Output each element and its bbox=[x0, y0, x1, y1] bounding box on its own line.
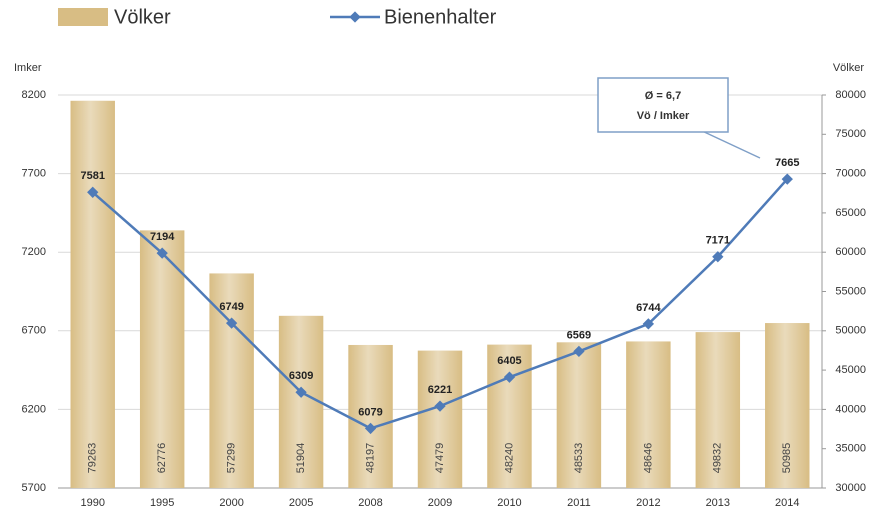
annotation-box bbox=[597, 77, 729, 133]
bar-shine bbox=[487, 344, 532, 488]
bar-value-label: 49832 bbox=[712, 443, 724, 474]
bar-shine bbox=[348, 344, 393, 488]
line-marker bbox=[573, 345, 585, 358]
bar-value-label: 57299 bbox=[226, 443, 238, 474]
y-tick-label: 7200 bbox=[22, 246, 46, 258]
y2-tick-label: 35000 bbox=[835, 443, 866, 455]
line-marker bbox=[364, 422, 377, 435]
bar-shine bbox=[695, 332, 741, 488]
bar-shine bbox=[139, 230, 185, 488]
line-value-label: 7194 bbox=[150, 231, 175, 243]
line-value-label: 6405 bbox=[497, 355, 521, 367]
x-tick-label: 2000 bbox=[219, 497, 243, 509]
line-value-label: 6569 bbox=[567, 329, 591, 341]
y-axis-label: Imker bbox=[14, 62, 42, 74]
line-marker bbox=[781, 173, 793, 185]
y-tick-label: 7700 bbox=[22, 168, 46, 180]
line-marker bbox=[503, 371, 516, 383]
y2-tick-label: 70000 bbox=[835, 168, 866, 180]
y2-tick-label: 40000 bbox=[835, 403, 866, 415]
line-value-label: 6744 bbox=[636, 302, 661, 314]
bar-shine bbox=[70, 100, 115, 489]
line-value-label: 7171 bbox=[706, 235, 730, 247]
legend-marker bbox=[349, 11, 361, 23]
bar-value-label: 62776 bbox=[156, 443, 168, 474]
x-tick-label: 1990 bbox=[80, 497, 104, 509]
bar-value-label: 51904 bbox=[295, 443, 307, 474]
bar-value-label: 47479 bbox=[434, 443, 446, 474]
y-tick-label: 6700 bbox=[22, 325, 46, 337]
x-tick-label: 2014 bbox=[775, 497, 799, 509]
legend-swatch bbox=[58, 8, 108, 26]
y2-tick-label: 50000 bbox=[835, 325, 866, 337]
y-tick-label: 8200 bbox=[22, 89, 46, 101]
y-tick-label: 5700 bbox=[22, 482, 46, 494]
x-tick-label: 2005 bbox=[289, 497, 313, 509]
line-value-label: 7665 bbox=[775, 157, 799, 169]
x-tick-label: 2009 bbox=[428, 497, 452, 509]
x-tick-label: 2012 bbox=[636, 497, 660, 509]
annotation-text: Ø = 6,7 bbox=[645, 90, 681, 102]
y-tick-label: 6200 bbox=[22, 403, 46, 415]
y2-tick-label: 60000 bbox=[835, 246, 866, 258]
bar-shine bbox=[556, 342, 602, 488]
line-value-label: 7581 bbox=[80, 170, 104, 182]
line-value-label: 6221 bbox=[428, 384, 452, 396]
line-value-label: 6749 bbox=[219, 301, 243, 313]
line-value-label: 6309 bbox=[289, 370, 313, 382]
y2-tick-label: 55000 bbox=[835, 285, 866, 297]
y2-tick-label: 30000 bbox=[835, 482, 866, 494]
y2-tick-label: 80000 bbox=[835, 89, 866, 101]
bar-shine bbox=[626, 341, 671, 488]
line-marker bbox=[642, 318, 655, 330]
bar-value-label: 79263 bbox=[87, 443, 99, 474]
x-tick-label: 1995 bbox=[150, 497, 174, 509]
y2-axis-label: Völker bbox=[833, 62, 865, 74]
bar-value-label: 48197 bbox=[364, 443, 376, 474]
legend-label: Völker bbox=[114, 6, 171, 28]
x-tick-label: 2013 bbox=[706, 497, 730, 509]
bar-value-label: 48646 bbox=[642, 443, 654, 474]
bar-value-label: 50985 bbox=[781, 443, 793, 474]
callout bbox=[699, 129, 761, 159]
legend-label: Bienenhalter bbox=[384, 6, 497, 28]
x-tick-label: 2011 bbox=[567, 497, 591, 509]
bar-value-label: 48533 bbox=[573, 443, 585, 474]
bar-shine bbox=[417, 350, 463, 488]
x-tick-label: 2010 bbox=[497, 497, 521, 509]
y2-tick-label: 45000 bbox=[835, 364, 866, 376]
y2-tick-label: 75000 bbox=[835, 128, 866, 140]
line-marker bbox=[434, 400, 446, 412]
line-value-label: 6079 bbox=[358, 406, 382, 418]
line-marker bbox=[295, 386, 307, 398]
bar-value-label: 48240 bbox=[503, 443, 515, 474]
line-marker bbox=[225, 317, 238, 329]
bar-shine bbox=[278, 315, 324, 488]
annotation-text: Vö / Imker bbox=[637, 110, 690, 122]
bar-shine bbox=[765, 323, 810, 488]
y2-tick-label: 65000 bbox=[835, 207, 866, 219]
x-tick-label: 2008 bbox=[358, 497, 382, 509]
